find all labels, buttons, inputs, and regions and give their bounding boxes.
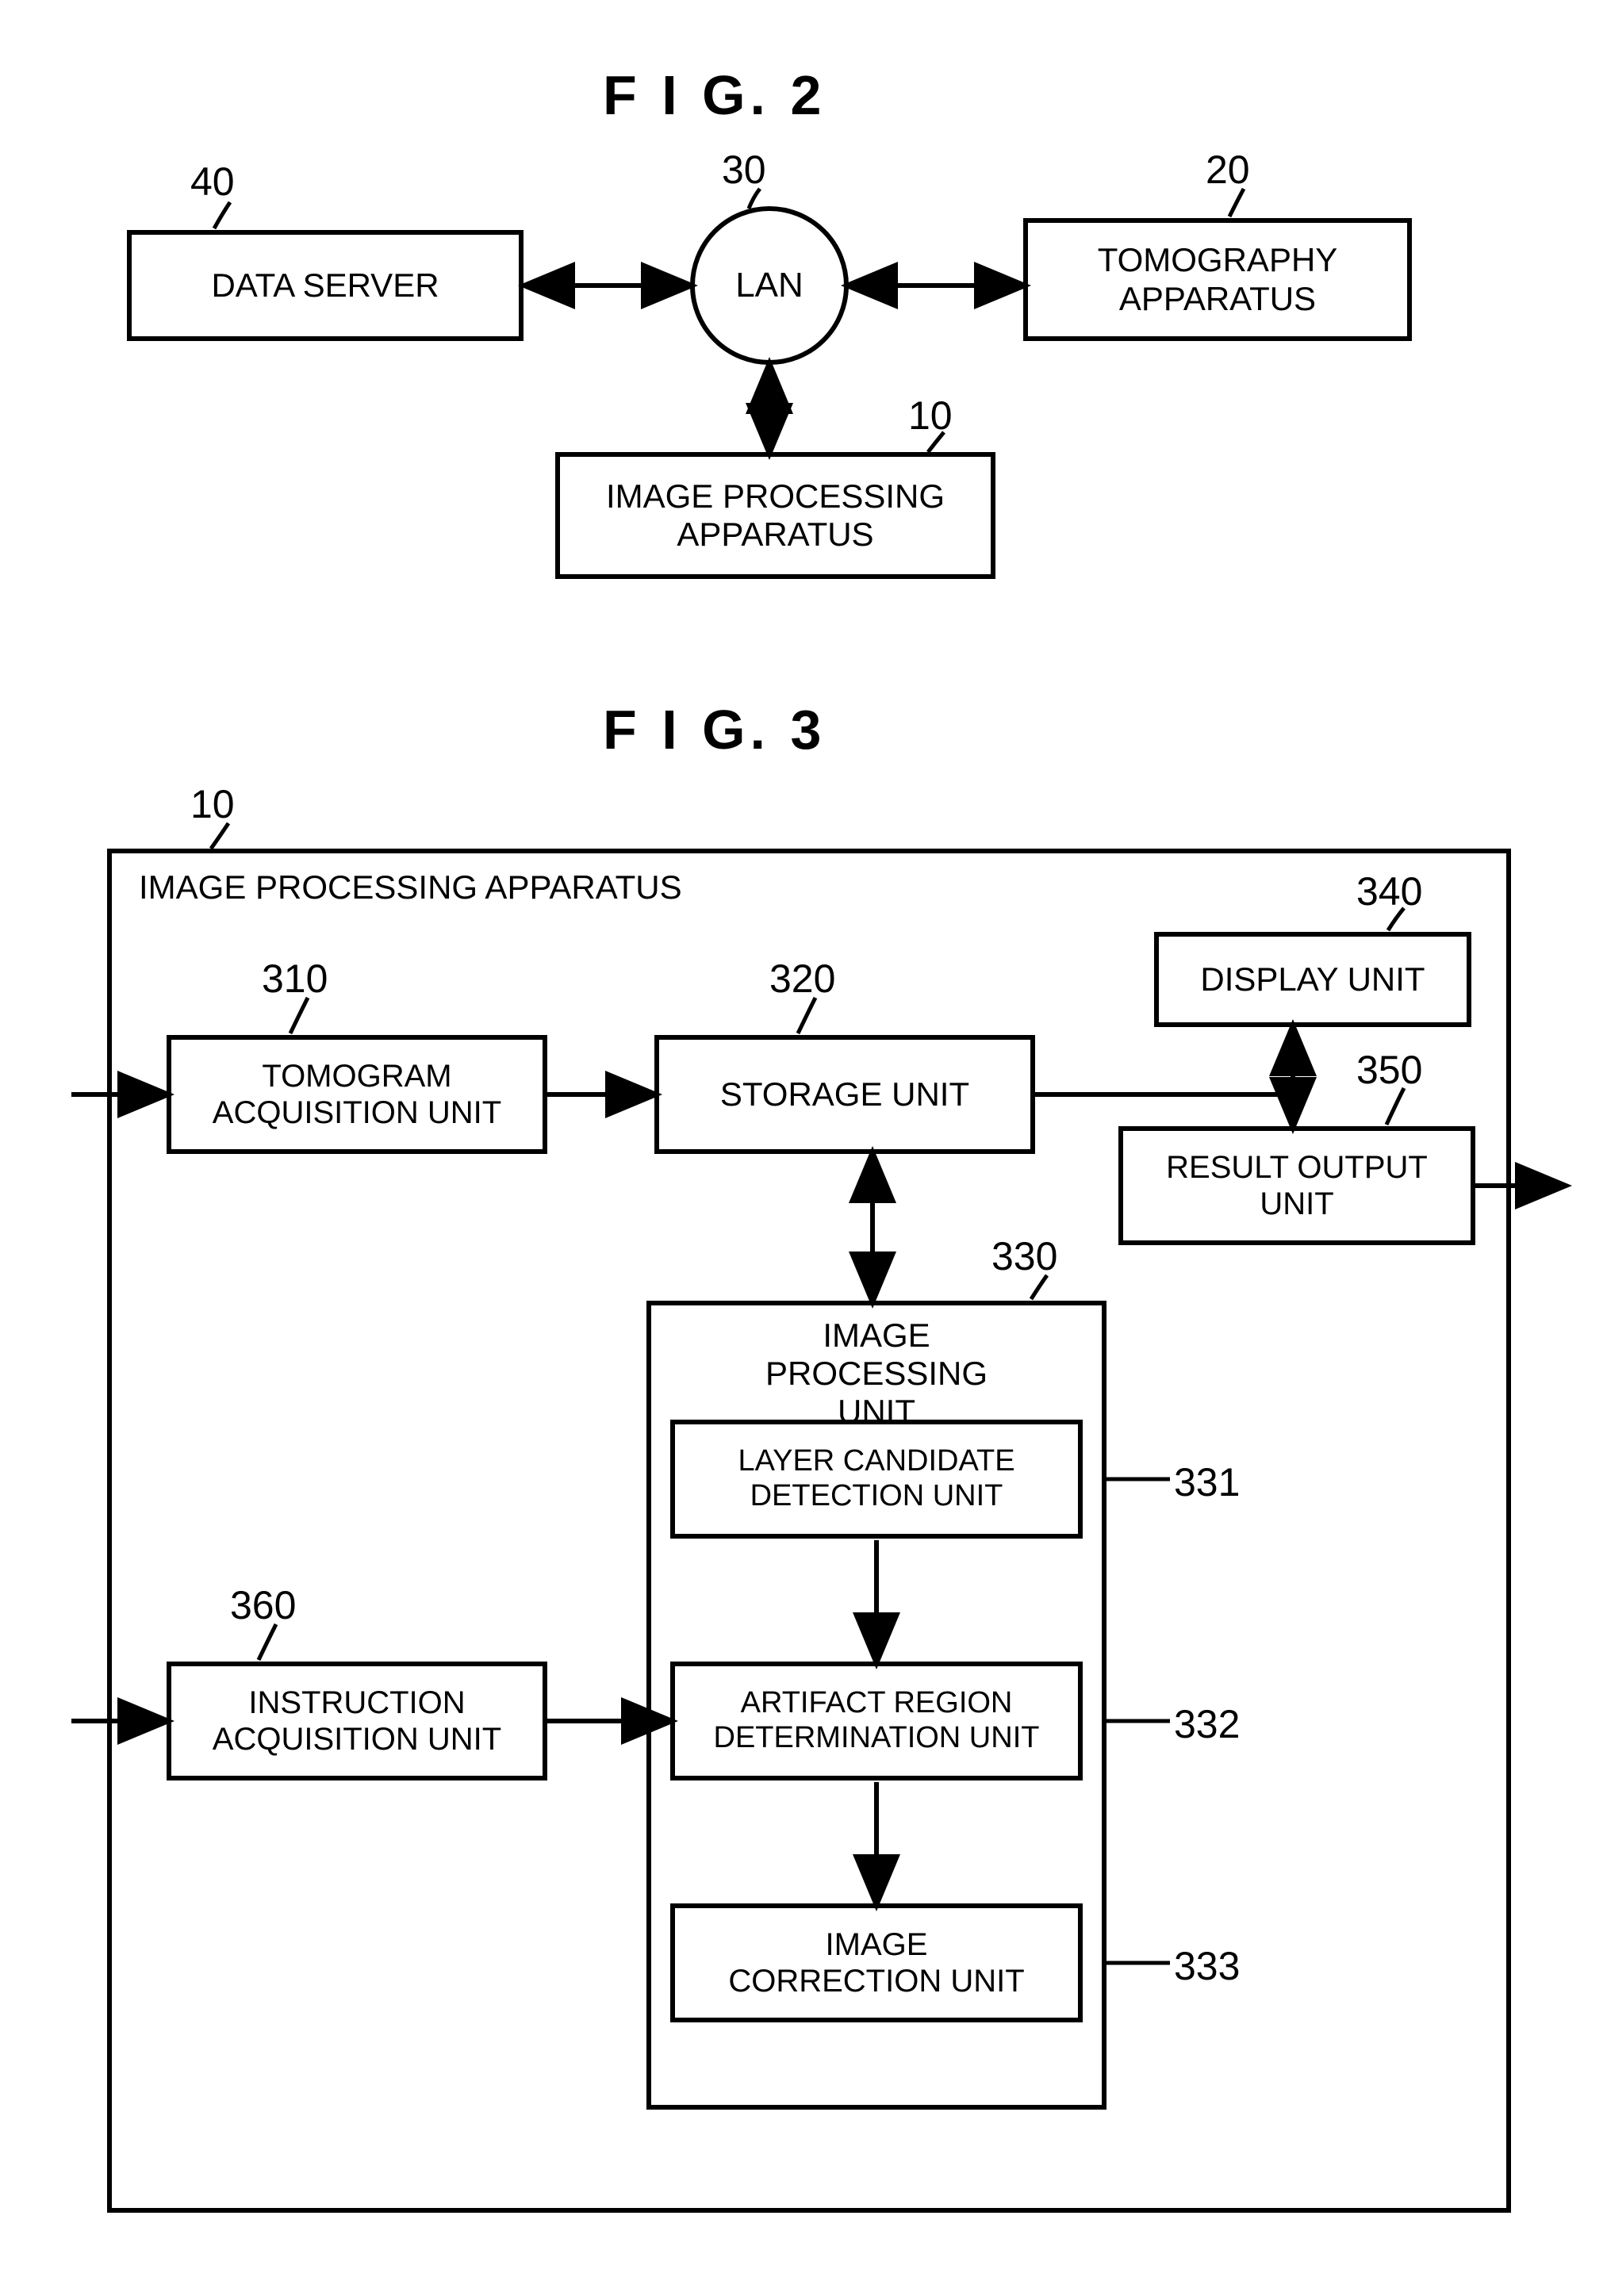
page: F I G. 2 DATA SERVER 40 LAN 30 TOMOGRAPH… (0, 0, 1607, 2296)
fig3-arrows (0, 0, 1607, 2296)
